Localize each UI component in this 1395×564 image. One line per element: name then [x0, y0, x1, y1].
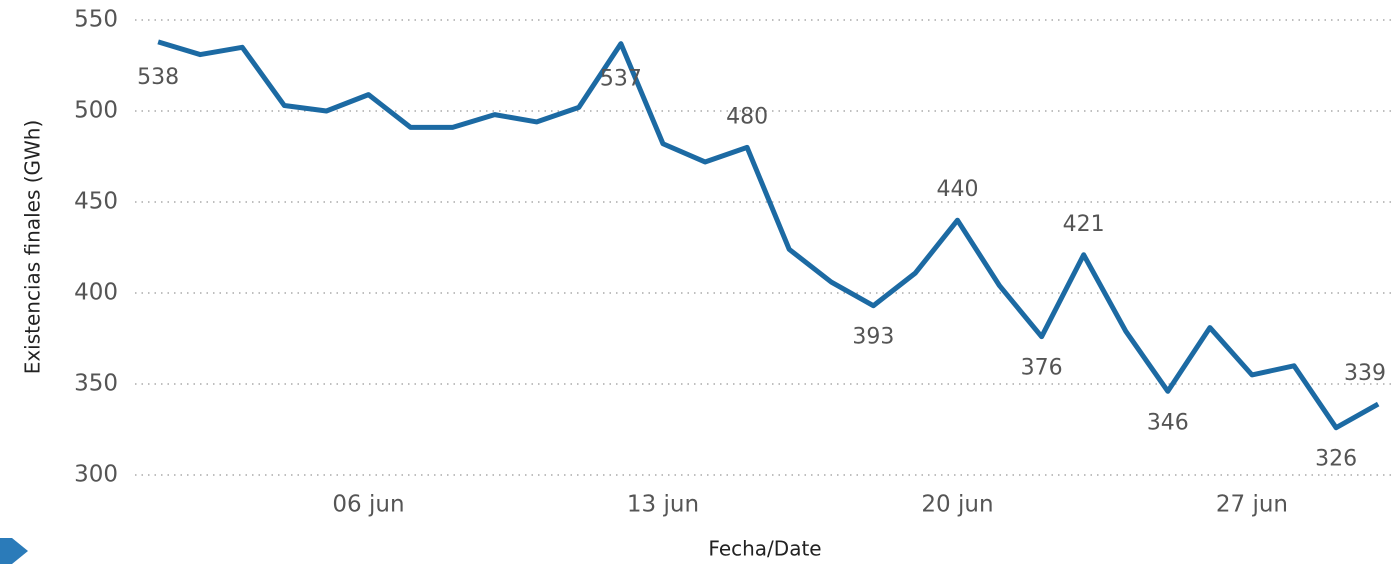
data-label: 421: [1063, 212, 1105, 237]
x-tick-label: 27 jun: [1216, 492, 1288, 518]
data-label: 346: [1147, 410, 1189, 435]
x-axis-title: Fecha/Date: [708, 537, 821, 561]
corner-arrow: [0, 538, 28, 564]
y-tick-label: 350: [74, 371, 118, 397]
y-tick-label: 500: [74, 98, 118, 124]
data-label: 440: [936, 177, 978, 202]
x-tick-label: 20 jun: [921, 492, 993, 518]
data-label: 538: [137, 65, 179, 90]
y-axis-title: Existencias finales (GWh): [21, 120, 45, 375]
data-label: 339: [1344, 361, 1386, 386]
data-label: 376: [1021, 356, 1063, 381]
y-tick-label: 400: [74, 280, 118, 306]
data-label: 326: [1315, 447, 1357, 472]
data-label: 393: [852, 325, 894, 350]
data-label: 537: [600, 67, 642, 92]
data-label: 480: [726, 104, 768, 129]
x-tick-label: 06 jun: [332, 492, 404, 518]
line: [157, 39, 1380, 431]
y-tick-label: 300: [74, 462, 118, 488]
y-tick-label: 450: [74, 189, 118, 215]
y-tick-label: 550: [74, 7, 118, 33]
x-tick-label: 13 jun: [627, 492, 699, 518]
